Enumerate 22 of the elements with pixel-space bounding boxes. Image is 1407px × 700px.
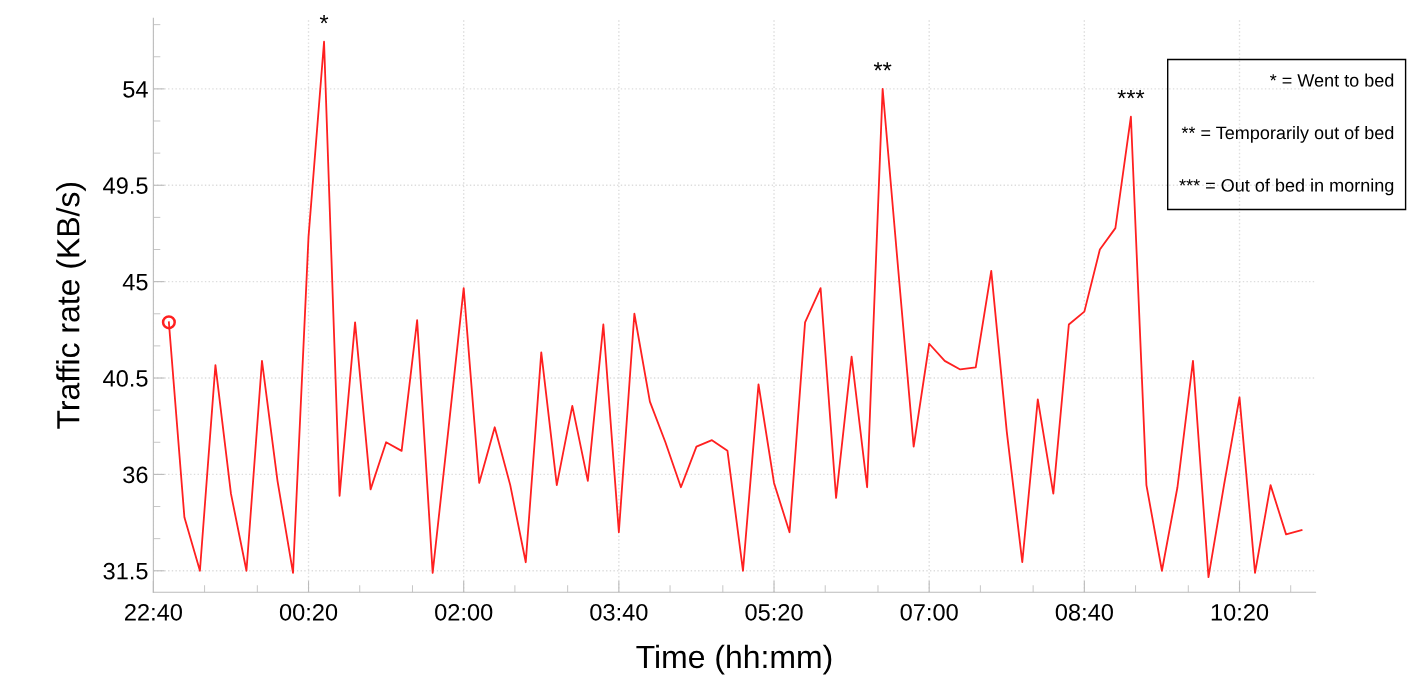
annotation: * bbox=[319, 15, 329, 24]
annotation: *** = Out of bed in morning bbox=[1179, 178, 1394, 196]
x-tick-label: 22:40 bbox=[125, 603, 182, 621]
x-tick-label: 10:20 bbox=[1211, 603, 1269, 621]
x-tick-label: 05:20 bbox=[745, 603, 803, 621]
y-tick-label: 49.5 bbox=[103, 177, 148, 195]
y-tick-label: 40.5 bbox=[103, 370, 148, 387]
annotation: ** = Temporarily out of bed bbox=[1181, 126, 1394, 143]
annotation: ** bbox=[873, 62, 892, 71]
y-tick-label: 36 bbox=[123, 466, 148, 484]
annotation: * = Went to bed bbox=[1269, 73, 1394, 87]
x-tick-label: 02:00 bbox=[435, 603, 493, 621]
x-tick-label: 08:40 bbox=[1055, 603, 1113, 621]
x-tick-label: 07:00 bbox=[900, 603, 958, 621]
y-tick-label: 31.5 bbox=[103, 562, 148, 580]
x-tick-label: 00:20 bbox=[279, 603, 338, 621]
x-axis-title: Time (hh:mm) bbox=[636, 644, 832, 675]
y-tick-label: 54 bbox=[123, 81, 148, 98]
y-axis-title: Traffic rate (KB/s) bbox=[56, 182, 86, 429]
annotation: *** bbox=[1117, 90, 1145, 99]
y-tick-label: 45 bbox=[122, 273, 148, 291]
x-tick-label: 03:40 bbox=[590, 603, 648, 621]
